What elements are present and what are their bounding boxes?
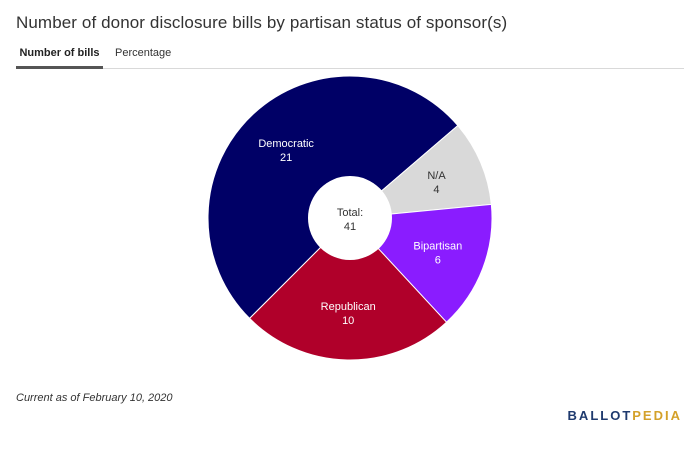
slice-republican[interactable]	[248, 217, 448, 361]
donut-hole	[308, 176, 392, 260]
logo-part-pedia: PEDIA	[632, 408, 682, 423]
slice-label: Bipartisan	[413, 240, 462, 252]
slice-label: Republican	[321, 301, 376, 313]
total-value: 41	[344, 221, 356, 233]
logo-part-ballot: BALLOT	[567, 408, 633, 423]
tab-number-of-bills[interactable]: Number of bills	[16, 40, 103, 69]
slice-value: 10	[342, 315, 354, 327]
slice-value: 21	[280, 152, 292, 164]
date-note: Current as of February 10, 2020	[16, 392, 173, 404]
ballotpedia-logo[interactable]: BALLOTPEDIA	[568, 408, 682, 423]
slice-value: 4	[433, 184, 439, 196]
view-tabs: Number of bills Percentage	[16, 40, 684, 69]
slice-n-a[interactable]	[348, 124, 492, 219]
slice-value: 6	[435, 254, 441, 266]
slice-label: N/A	[427, 170, 446, 182]
tab-percentage[interactable]: Percentage	[115, 47, 172, 59]
chart-title: Number of donor disclosure bills by part…	[16, 13, 508, 32]
slice-label: Democratic	[258, 138, 314, 150]
total-label: Total:	[337, 207, 363, 219]
